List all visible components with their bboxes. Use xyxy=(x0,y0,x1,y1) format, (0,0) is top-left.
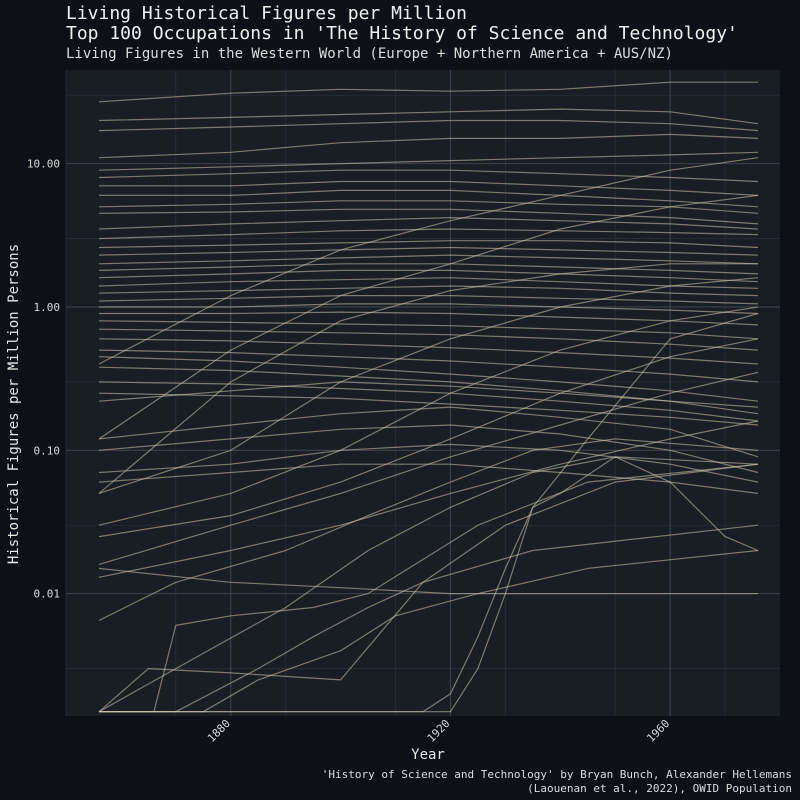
chart-title-line2: Top 100 Occupations in 'The History of S… xyxy=(66,23,738,44)
series-line-48 xyxy=(99,463,759,713)
y-axis-ticks: 0.01 0.10 1.00 10.00 xyxy=(27,158,60,601)
series-line-13 xyxy=(98,240,759,249)
chart-title: Living Historical Figures per Million To… xyxy=(66,4,738,44)
series-line-41 xyxy=(98,338,759,538)
series-line-46 xyxy=(98,456,759,713)
caption-line1: 'History of Science and Technology' by B… xyxy=(321,768,792,781)
chart-subtitle: Living Figures in the Western World (Eur… xyxy=(66,46,673,62)
series-line-43 xyxy=(98,420,759,578)
series-line-17 xyxy=(98,269,759,283)
y-tick-label: 0.01 xyxy=(34,588,61,601)
series-line-4 xyxy=(98,133,759,159)
series-line-20 xyxy=(98,295,759,305)
y-tick-label: 1.00 xyxy=(34,301,61,314)
series-line-15 xyxy=(98,254,759,265)
series-line-3 xyxy=(98,119,759,132)
series-line-10 xyxy=(98,208,759,225)
y-axis-label: Historical Figures per Million Persons xyxy=(6,243,22,565)
series-line-38 xyxy=(98,157,759,365)
x-tick-label: 1960 xyxy=(644,717,672,745)
series-line-45 xyxy=(98,438,759,621)
series-line-40 xyxy=(98,306,759,526)
series-line-42 xyxy=(98,371,759,565)
series-line-5 xyxy=(98,151,759,171)
chart-title-line1: Living Historical Figures per Million xyxy=(66,3,467,24)
source-caption: 'History of Science and Technology' by B… xyxy=(322,768,792,796)
series-line-37 xyxy=(98,194,759,440)
series-line-52 xyxy=(99,456,759,713)
series-line-30 xyxy=(98,392,759,426)
series-line-27 xyxy=(98,356,759,402)
series-line-36 xyxy=(98,263,758,494)
series-line-19 xyxy=(98,285,759,297)
x-tick-label: 1920 xyxy=(425,717,453,745)
series-line-44 xyxy=(98,567,758,595)
series-line-31 xyxy=(98,381,759,408)
series-line-1 xyxy=(98,81,758,103)
series-line-6 xyxy=(98,169,759,183)
series-line-11 xyxy=(98,217,759,230)
series-line-8 xyxy=(99,189,759,208)
series-line-23 xyxy=(98,320,759,340)
series-lines xyxy=(98,81,759,713)
series-line-24 xyxy=(98,328,759,351)
caption-line2: (Laouenan et al., 2022), OWID Population xyxy=(527,782,792,795)
x-axis-label: Year xyxy=(411,747,445,763)
y-tick-label: 0.10 xyxy=(34,444,61,457)
series-line-14 xyxy=(98,246,759,256)
series-line-49 xyxy=(99,524,759,713)
series-line-12 xyxy=(98,228,759,240)
series-line-21 xyxy=(99,303,759,315)
series-line-2 xyxy=(98,108,759,125)
x-tick-label: 1880 xyxy=(205,717,233,745)
series-line-26 xyxy=(98,349,759,383)
series-line-33 xyxy=(98,424,759,474)
x-axis-ticks: 1880 1920 1960 xyxy=(205,717,672,745)
series-line-51 xyxy=(99,312,759,713)
series-line-34 xyxy=(98,443,759,483)
y-tick-label: 10.00 xyxy=(27,158,60,171)
series-line-50 xyxy=(99,549,759,713)
series-line-47 xyxy=(98,463,759,713)
series-line-7 xyxy=(99,180,759,196)
series-line-25 xyxy=(98,338,759,365)
series-line-32 xyxy=(98,406,759,458)
series-line-39 xyxy=(98,277,759,494)
